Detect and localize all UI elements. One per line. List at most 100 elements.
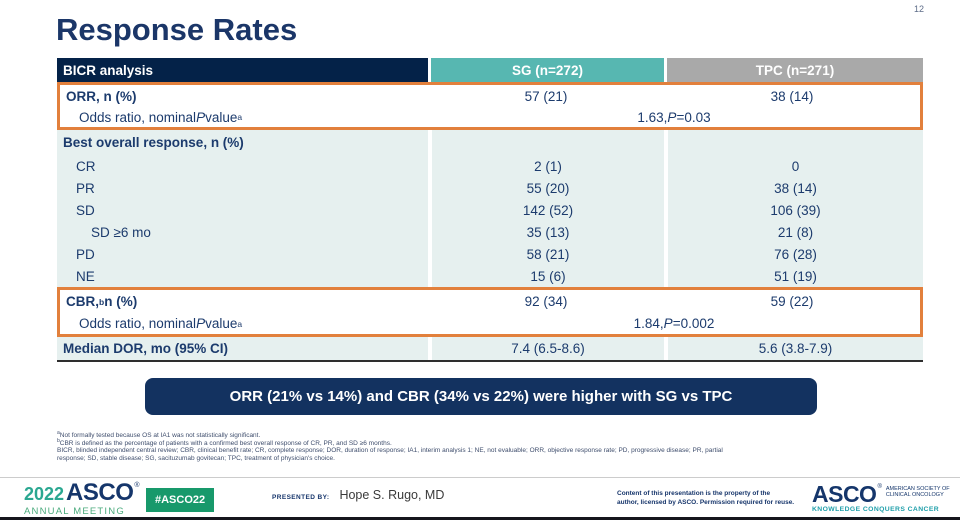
response-rates-table: BICR analysis SG (n=272) TPC (n=271) ORR…: [57, 58, 923, 362]
pd-sg-value: 58 (21): [428, 243, 664, 265]
asco-society-logo: ASCO ® AMERICAN SOCIETY OF CLINICAL ONCO…: [812, 481, 950, 514]
bor-sg-empty: [428, 130, 664, 155]
dor-tpc-value: 5.6 (3.8-7.9): [664, 337, 923, 360]
hashtag-badge: #ASCO22: [146, 488, 215, 512]
copyright-line-2: author, licensed by ASCO. Permission req…: [617, 498, 795, 506]
footnote-1-text: Not formally tested because OS at IA1 wa…: [59, 432, 261, 439]
bor-tpc-empty: [664, 130, 923, 155]
page-title: Response Rates: [56, 12, 298, 47]
asco-logo-row: ASCO ® AMERICAN SOCIETY OF CLINICAL ONCO…: [812, 481, 950, 507]
ne-label: NE: [76, 268, 95, 284]
cr-label: CR: [76, 158, 96, 174]
table-row-cbr: CBR, b n (%) 92 (34) 59 (22): [60, 290, 920, 313]
asco-wordmark: ASCO: [812, 481, 877, 507]
pd-label: PD: [76, 246, 95, 262]
copyright-notice: Content of this presentation is the prop…: [617, 490, 794, 507]
ne-tpc-value: 51 (19): [664, 265, 923, 287]
sd6mo-tpc-value: 21 (8): [664, 221, 923, 243]
cbr-label-pre: CBR,: [66, 294, 99, 309]
orr-odds-label-post: value: [205, 109, 238, 125]
table-row-pr: PR 55 (20) 38 (14): [57, 177, 923, 199]
table-row-dor: Median DOR, mo (95% CI) 7.4 (6.5-8.6) 5.…: [57, 337, 923, 360]
cbr-odds-value-p: P: [663, 316, 673, 331]
table-header-bicr: BICR analysis: [57, 58, 428, 82]
asco-tagline: KNOWLEDGE CONQUERS CANCER: [812, 506, 940, 513]
cbr-sg-value: 92 (34): [524, 294, 568, 309]
table-row-sd6mo: SD ≥6 mo 35 (13) 21 (8): [57, 221, 923, 243]
footer-separator: [0, 477, 960, 478]
table-row-ne: NE 15 (6) 51 (19): [57, 265, 923, 287]
footnote-line-3: BICR, blinded independent central review…: [57, 447, 907, 455]
orr-odds-value-post: =0.03: [676, 109, 711, 125]
footnote-line-2: bCBR is defined as the percentage of pat…: [57, 437, 907, 448]
orr-odds-label-pre: Odds ratio, nominal: [79, 109, 197, 125]
sd-sg-value: 142 (52): [428, 199, 664, 221]
society-line-1: AMERICAN SOCIETY OF: [885, 486, 950, 492]
orr-odds-value-pre: 1.63,: [637, 109, 668, 125]
registered-mark-icon: ®: [134, 482, 140, 489]
dor-label: Median DOR, mo (95% CI): [63, 341, 229, 356]
table-row-orr-odds: Odds ratio, nominal P value a 1.63, P =0.0…: [60, 107, 920, 127]
cbr-tpc-value: 59 (22): [770, 294, 814, 309]
orr-label: ORR, n (%): [66, 88, 137, 104]
cbr-odds-label-post: value: [205, 316, 238, 331]
society-line-2: CLINICAL ONCOLOGY: [885, 492, 944, 499]
table-row-sd: SD 142 (52) 106 (39): [57, 199, 923, 221]
cr-sg-value: 2 (1): [428, 155, 664, 177]
table-row-orr: ORR, n (%) 57 (21) 38 (14): [60, 85, 920, 107]
summary-text: ORR (21% vs 14%) and CBR (34% vs 22%) we…: [229, 388, 733, 405]
sd6mo-sg-value: 35 (13): [428, 221, 664, 243]
society-name: AMERICAN SOCIETY OF CLINICAL ONCOLOGY: [886, 486, 950, 498]
table-row-cr: CR 2 (1) 0: [57, 155, 923, 177]
cbr-odds-value-pre: 1.84,: [633, 316, 664, 331]
table-header-tpc: TPC (n=271): [664, 58, 923, 82]
cbr-odds-label-pre: Odds ratio, nominal: [79, 316, 197, 331]
meeting-asco-word: ASCO: [66, 479, 134, 506]
presented-by-block: PRESENTED BY: Hope S. Rugo, MD: [272, 488, 444, 502]
orr-odds-value: 1.63, P =0.03: [428, 107, 920, 127]
orr-sg-value: 57 (21): [524, 88, 568, 104]
slide-page-number: 12: [913, 4, 924, 14]
orr-odds-label-p: P: [196, 109, 206, 125]
cbr-label: CBR, b n (%): [66, 294, 138, 309]
table-row-cbr-odds: Odds ratio, nominal P value a 1.84, P =0.0…: [60, 313, 920, 334]
cbr-odds-value-post: =0.002: [672, 316, 715, 331]
sd6mo-label: SD ≥6 mo: [91, 224, 151, 240]
summary-banner: ORR (21% vs 14%) and CBR (34% vs 22%) we…: [145, 378, 817, 415]
table-header-sg: SG (n=272): [428, 58, 664, 82]
dor-sg-value: 7.4 (6.5-8.6): [428, 337, 664, 360]
footnotes: aNot formally tested because OS at IA1 w…: [57, 429, 907, 463]
sd-label: SD: [76, 202, 95, 218]
footnote-2-text: CBR is defined as the percentage of pati…: [59, 439, 392, 447]
meeting-subtitle: ANNUAL MEETING: [24, 506, 125, 517]
asco-annual-meeting-wordmark: 2022 ASCO ®: [24, 479, 140, 506]
footnote-1-sup: a: [57, 429, 60, 436]
orr-odds-value-p: P: [667, 109, 677, 125]
registered-mark-icon: ®: [877, 484, 882, 490]
footnote-2-sup: b: [57, 437, 60, 444]
footnote-line-4: response; SD, stable disease; SG, sacitu…: [57, 455, 907, 463]
asco-annual-meeting-logo: 2022 ASCO ® ANNUAL MEETING: [24, 479, 140, 518]
cbr-odds-label-p: P: [196, 316, 206, 331]
pr-tpc-value: 38 (14): [664, 177, 923, 199]
meeting-year: 2022: [24, 484, 65, 504]
cbr-highlight-box: CBR, b n (%) 92 (34) 59 (22) Odds ratio, …: [57, 287, 923, 337]
ne-sg-value: 15 (6): [428, 265, 664, 287]
cr-tpc-value: 0: [664, 155, 923, 177]
orr-tpc-value: 38 (14): [770, 88, 814, 104]
orr-odds-label: Odds ratio, nominal P value a: [79, 109, 243, 125]
sd-tpc-value: 106 (39): [664, 199, 923, 221]
table-header-row: BICR analysis SG (n=272) TPC (n=271): [57, 58, 923, 82]
copyright-line-1: Content of this presentation is the prop…: [617, 490, 771, 497]
table-row-pd: PD 58 (21) 76 (28): [57, 243, 923, 265]
bor-label: Best overall response, n (%): [63, 135, 244, 150]
footnote-3-text: BICR, blinded independent central review…: [57, 447, 723, 455]
pr-label: PR: [76, 180, 95, 196]
cbr-odds-value: 1.84, P =0.002: [428, 313, 920, 334]
table-row-bor-header: Best overall response, n (%): [57, 130, 923, 155]
pd-tpc-value: 76 (28): [664, 243, 923, 265]
footnote-4-text: response; SD, stable disease; SG, sacitu…: [57, 454, 335, 462]
cbr-label-post: n (%): [104, 294, 138, 309]
pr-sg-value: 55 (20): [428, 177, 664, 199]
presenter-name: Hope S. Rugo, MD: [339, 488, 445, 502]
